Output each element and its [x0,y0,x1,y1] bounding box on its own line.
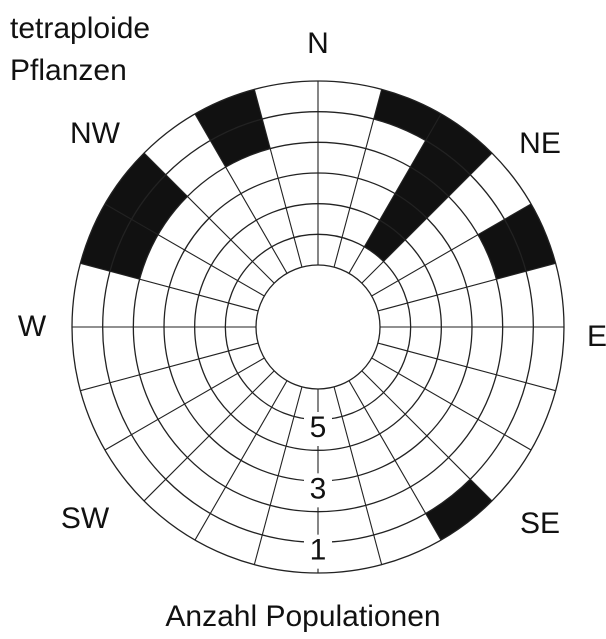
direction-label: NE [519,127,561,160]
direction-label: N [307,27,329,60]
sector [364,113,492,262]
chart-title: tetraploide [10,12,150,45]
tick-bg [304,534,332,569]
r-tick-label: 5 [310,411,327,444]
tick-bg [304,412,332,446]
sector [373,89,441,141]
spoke [361,370,493,502]
spoke [333,386,383,565]
spoke [371,357,532,451]
spoke [371,203,532,297]
spoke [194,380,288,541]
spoke [143,152,275,284]
sector [477,204,556,280]
spoke [194,113,288,274]
spoke [143,370,275,502]
direction-label: SE [520,507,560,540]
r-tick-label: 3 [310,472,327,505]
spoke [348,380,442,541]
spoke [80,262,259,312]
spoke [253,89,303,268]
ring [255,264,381,390]
sector [425,479,492,541]
chart-title: Pflanzen [10,54,127,87]
direction-label: W [18,310,47,343]
direction-label: NW [70,117,121,150]
r-tick-label: 1 [310,534,327,567]
sector [104,153,188,235]
direction-label: E [587,320,606,353]
spoke [80,342,259,392]
sector [80,204,159,280]
direction-label: SW [61,502,110,535]
spoke [361,152,493,284]
spoke [377,262,556,312]
axis-label: Anzahl Populationen [165,600,440,633]
spoke [377,342,556,392]
tick-bg [304,473,332,508]
spoke [104,357,265,451]
spoke [348,113,442,274]
spoke [333,89,383,268]
sector [195,89,271,168]
spoke [253,386,303,565]
spoke [104,203,265,297]
